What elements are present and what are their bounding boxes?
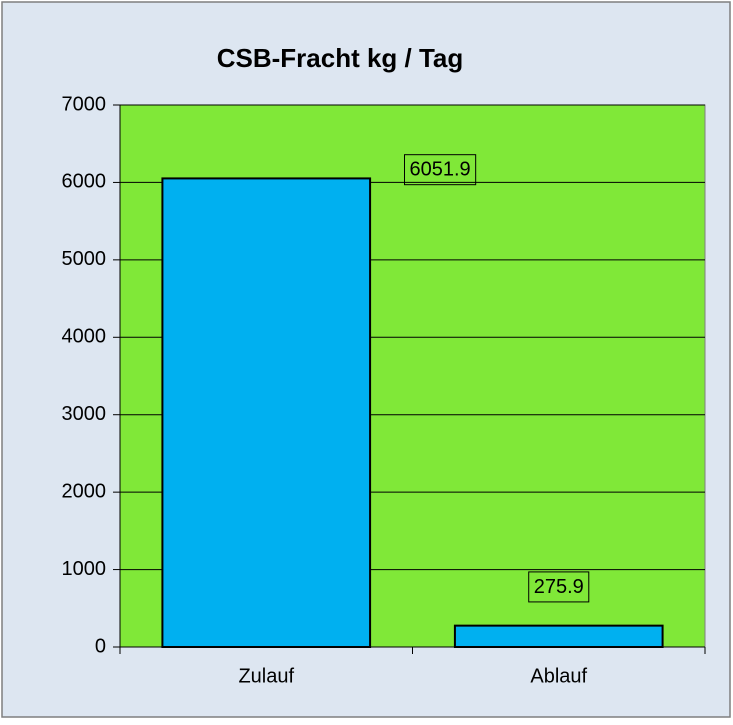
y-tick-label: 1000 xyxy=(62,558,107,580)
y-tick-label: 3000 xyxy=(62,403,107,425)
y-tick-label: 5000 xyxy=(62,248,107,270)
bar xyxy=(453,624,664,648)
y-tick-label: 6000 xyxy=(62,171,107,193)
y-tick-label: 4000 xyxy=(62,326,107,348)
x-tick-label: Zulauf xyxy=(238,665,294,687)
chart-title: CSB-Fracht kg / Tag xyxy=(217,43,464,73)
data-label: 275.9 xyxy=(534,576,584,598)
x-tick-label: Ablauf xyxy=(530,665,587,687)
y-tick-label: 2000 xyxy=(62,480,107,502)
y-tick-label: 7000 xyxy=(62,93,107,115)
bar xyxy=(161,177,372,648)
y-tick-label: 0 xyxy=(95,635,106,657)
data-label: 6051.9 xyxy=(410,159,471,181)
data-label-box xyxy=(528,571,590,603)
data-label-box xyxy=(404,154,477,186)
